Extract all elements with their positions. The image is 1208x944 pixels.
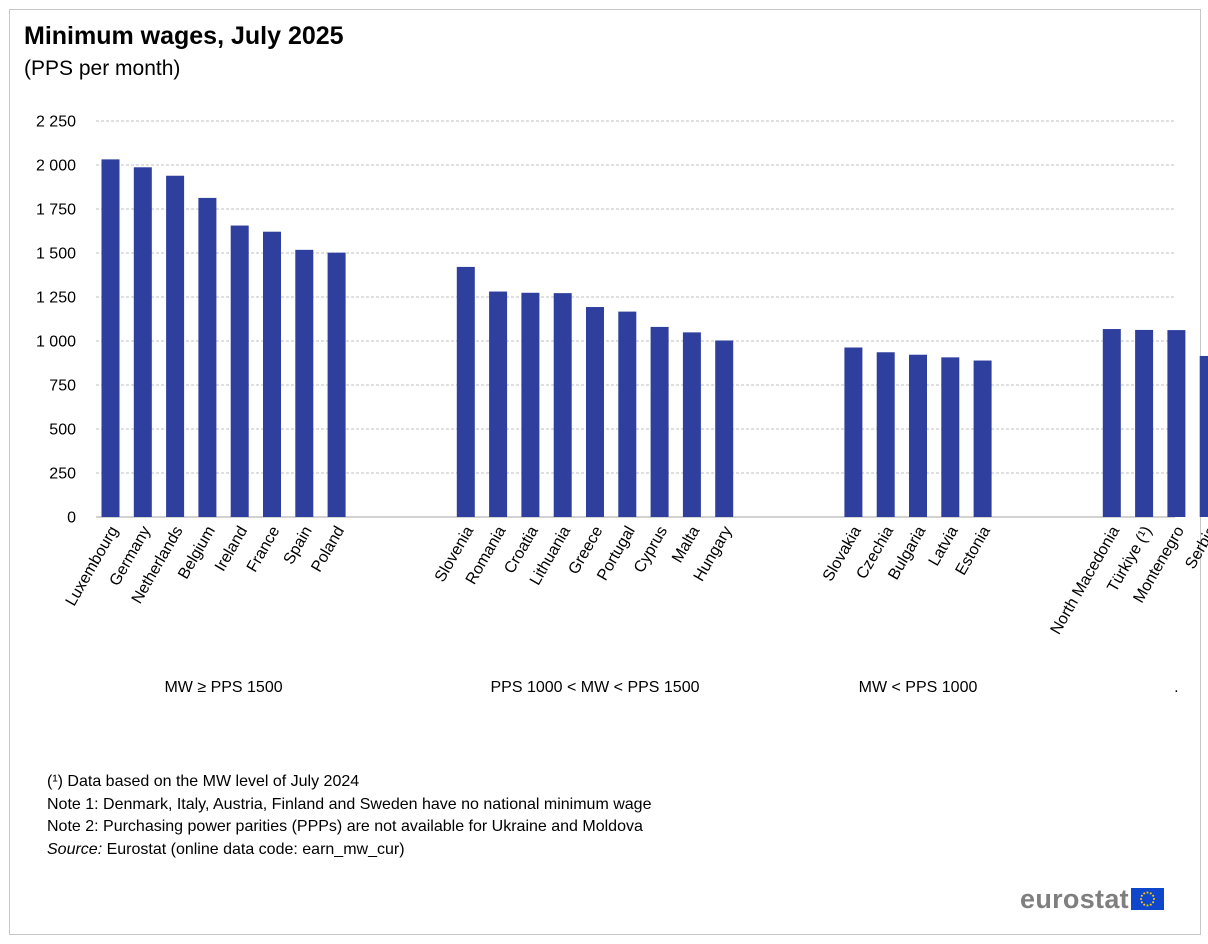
bar xyxy=(263,231,281,518)
x-tick-label: Serbia xyxy=(1182,523,1208,572)
chart-title: Minimum wages, July 2025 xyxy=(24,22,344,50)
y-axis-tick-labels: 0 250 500 750 1 000 1 250 1 500 1 750 2 000 2 250 xyxy=(36,114,76,527)
bar xyxy=(650,326,669,517)
bar xyxy=(489,291,508,517)
bar xyxy=(295,249,314,517)
bar xyxy=(327,252,346,517)
y-tick-label: 750 xyxy=(49,378,76,395)
bars xyxy=(101,159,1208,518)
source-text: Eurostat (online data code: earn_mw_cur) xyxy=(102,840,405,858)
x-tick-label: France xyxy=(244,523,284,575)
group-label: . xyxy=(1174,679,1178,696)
bar xyxy=(586,307,604,517)
note-1: Note 1: Denmark, Italy, Austria, Finland… xyxy=(47,795,652,813)
source-line: Source: Eurostat (online data code: earn… xyxy=(47,839,651,862)
bar-chart: 0 250 500 750 1 000 1 250 1 500 1 750 2 000 2 250… xyxy=(36,114,1208,696)
footnote: (¹) Data based on the MW level of July 2… xyxy=(47,773,360,790)
bar xyxy=(1167,330,1186,517)
y-tick-label: 0 xyxy=(67,510,76,527)
bar xyxy=(1135,329,1154,517)
bar xyxy=(166,175,185,517)
y-tick-label: 500 xyxy=(49,422,76,439)
bar xyxy=(941,357,960,517)
bar xyxy=(456,266,475,517)
bar xyxy=(198,197,217,518)
group-label: PPS 1000 < MW < PPS 1500 xyxy=(490,679,699,696)
bar xyxy=(973,360,992,517)
y-tick-label: 2 000 xyxy=(36,158,76,175)
bar xyxy=(521,292,540,517)
eurostat-wordmark: eurostat xyxy=(1020,884,1129,914)
bar xyxy=(844,347,863,517)
y-tick-label: 250 xyxy=(49,466,76,483)
y-tick-label: 2 250 xyxy=(36,114,76,131)
eurostat-logo: eurostat xyxy=(1020,884,1164,914)
x-tick-label: Spain xyxy=(281,524,316,568)
group-label: MW ≥ PPS 1500 xyxy=(164,679,282,696)
y-tick-label: 1 250 xyxy=(36,290,76,307)
bar xyxy=(715,340,734,517)
source-label: Source: xyxy=(47,840,103,858)
y-tick-label: 1 500 xyxy=(36,246,76,263)
bar xyxy=(618,311,637,517)
x-tick-label: Luxembourg xyxy=(63,524,122,610)
eu-flag-icon xyxy=(1130,888,1164,910)
bar xyxy=(909,354,927,517)
group-labels: MW ≥ PPS 1500 PPS 1000 < MW < PPS 1500 MW … xyxy=(164,679,1178,696)
bar xyxy=(1102,329,1121,517)
bar xyxy=(101,159,120,518)
chart-subtitle: (PPS per month) xyxy=(24,57,181,80)
bar xyxy=(553,293,572,517)
group-label: MW < PPS 1000 xyxy=(859,679,978,696)
bar xyxy=(1199,355,1208,517)
x-tick-label: Malta xyxy=(669,523,703,565)
x-axis-tick-labels: LuxembourgGermanyNetherlandsBelgiumIrela… xyxy=(63,523,1208,637)
note-2: Note 2: Purchasing power parities (PPPs)… xyxy=(47,818,643,835)
y-tick-label: 1 750 xyxy=(36,202,76,219)
bar xyxy=(682,332,701,517)
bar xyxy=(133,167,152,517)
y-tick-label: 1 000 xyxy=(36,334,76,351)
bar xyxy=(876,352,895,517)
chart-notes: (¹) Data based on the MW level of July 2… xyxy=(47,771,651,861)
bar xyxy=(230,225,249,517)
